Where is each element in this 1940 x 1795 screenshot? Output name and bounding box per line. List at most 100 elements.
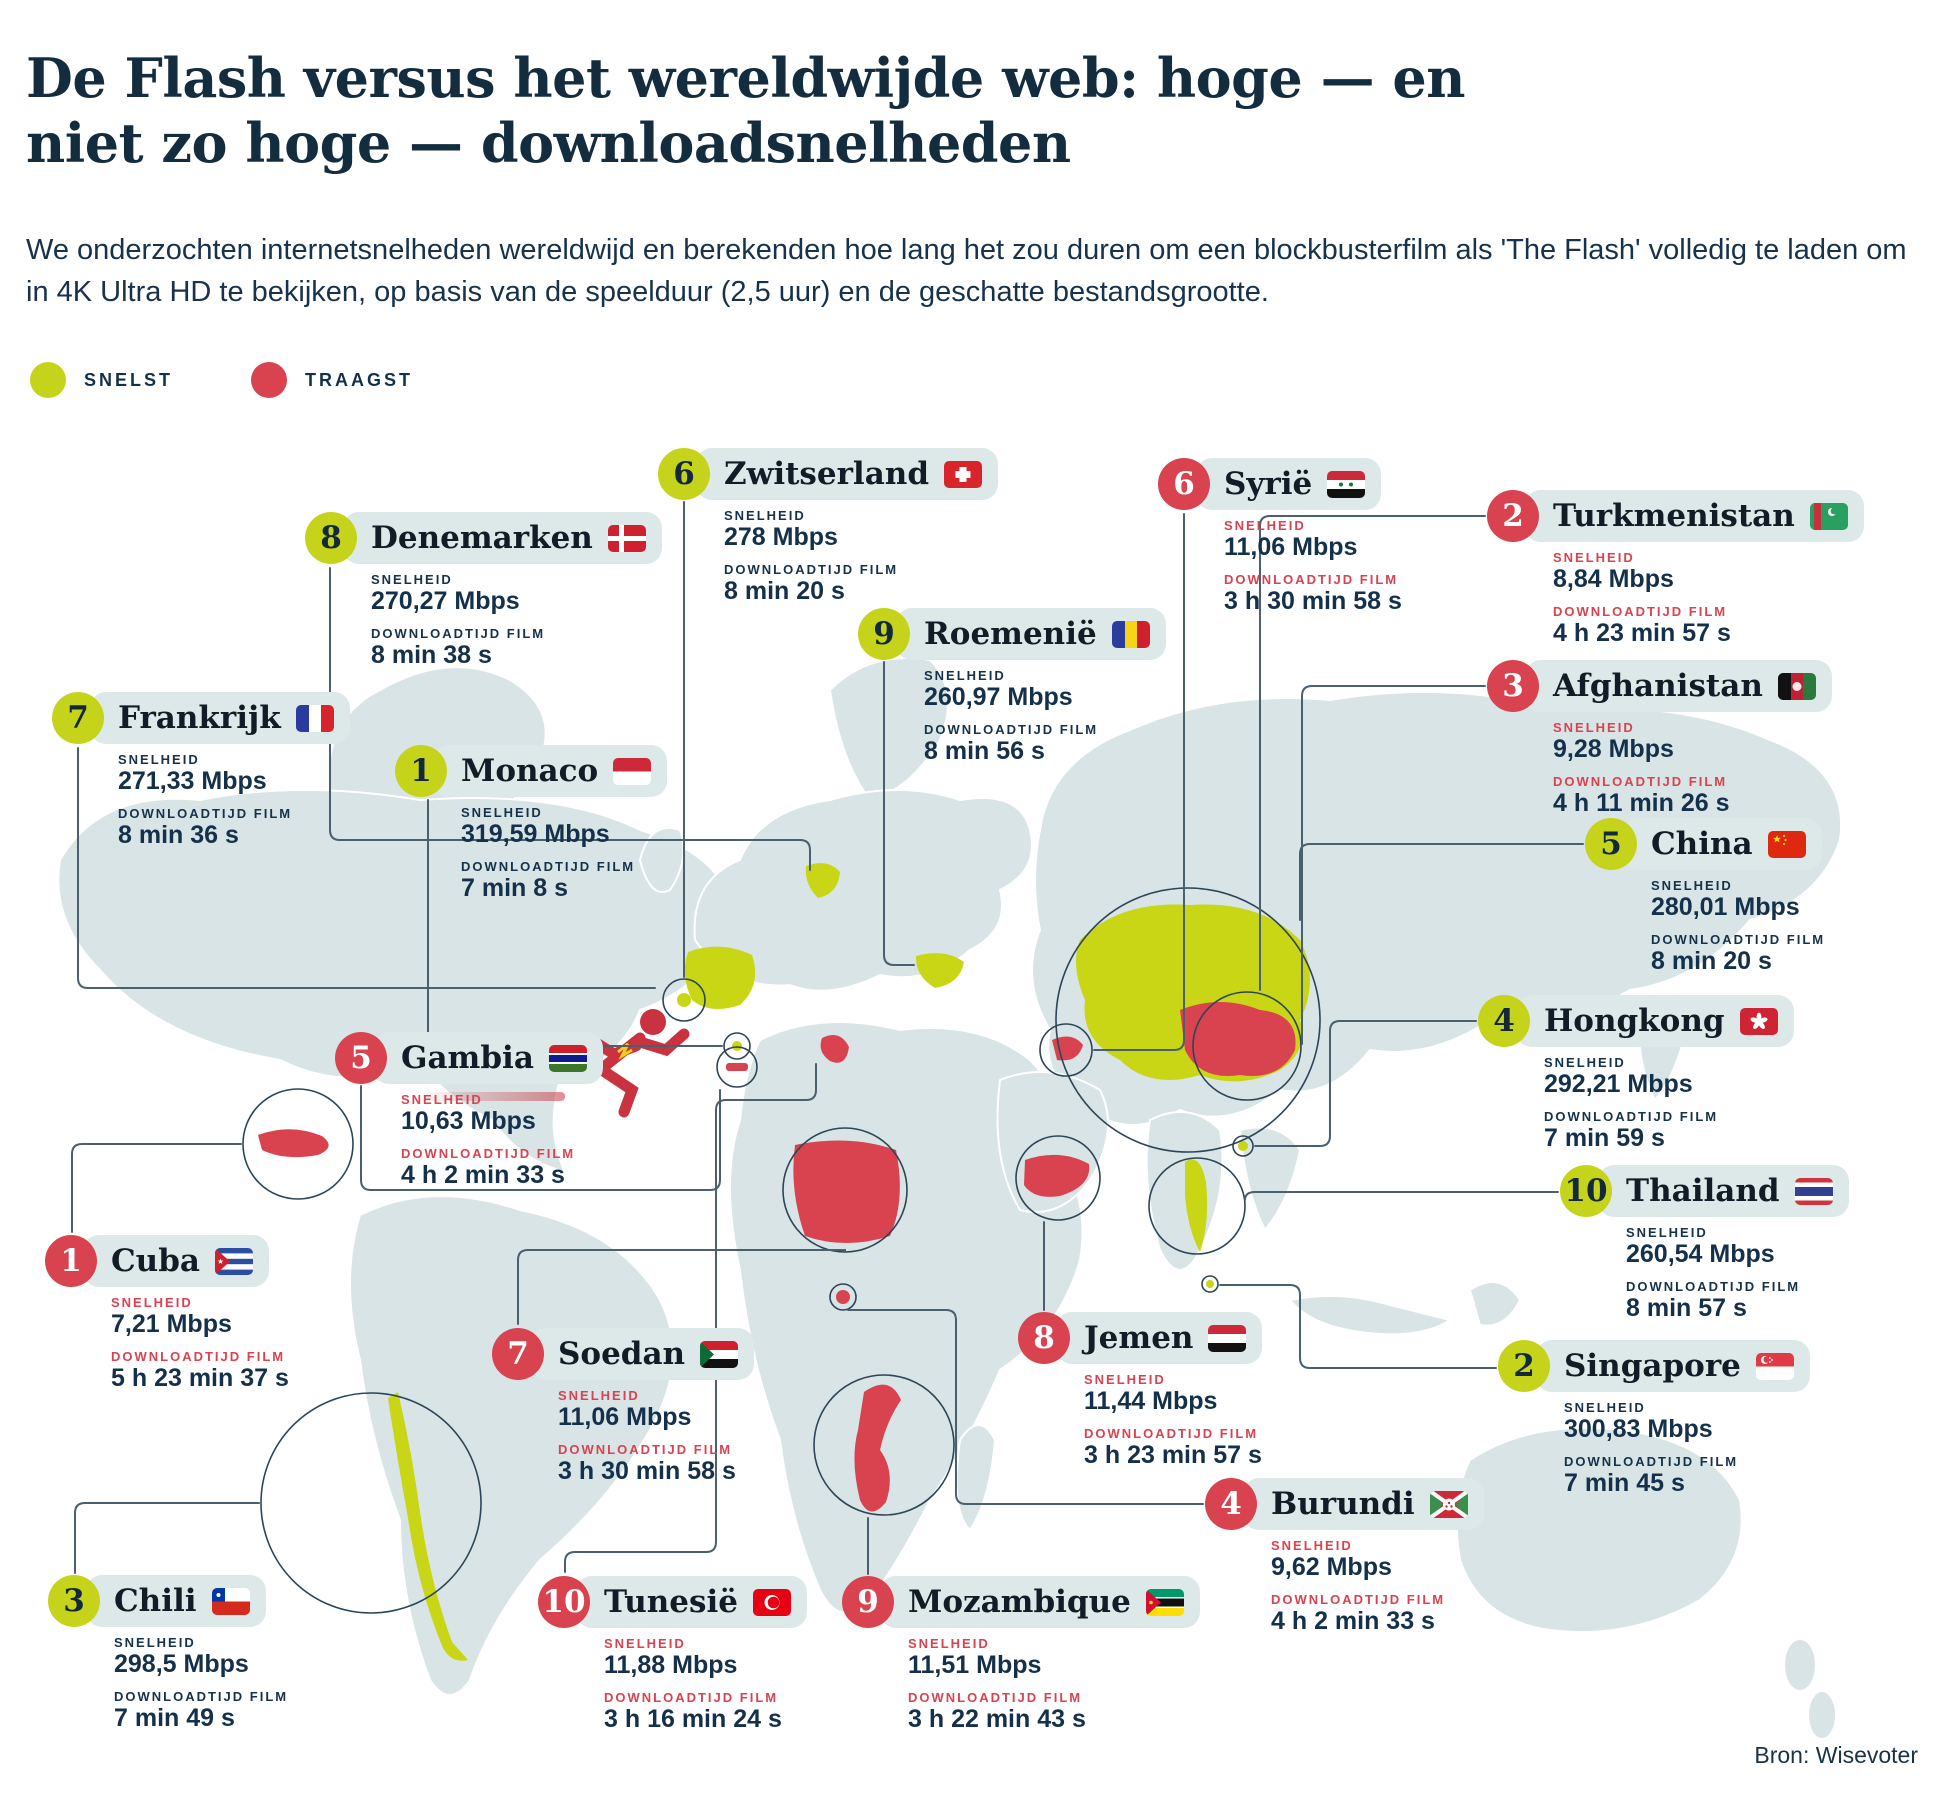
download-label: DOWNLOADTIJD FILM (1651, 931, 1826, 947)
speed-label: SNELHEID (1271, 1538, 1353, 1553)
callout-monaco: 1 Monaco SNELHEID 319,59 Mbps DOWNLOADTI… (395, 745, 668, 903)
callout-soedan: 7 Soedan SNELHEID 11,06 Mbps DOWNLOADTIJ… (492, 1328, 755, 1486)
speed-value: 9,62 Mbps (1271, 1553, 1392, 1581)
country-name: Turkmenistan (1553, 498, 1795, 534)
download-label: DOWNLOADTIJD FILM (1084, 1425, 1259, 1441)
speed-label: SNELHEID (461, 805, 543, 820)
switzerland-flag-icon (944, 460, 982, 488)
callout-zwitserland: 6 Zwitserland SNELHEID 278 Mbps DOWNLOAD… (658, 448, 998, 606)
country-name: Roemenië (924, 616, 1097, 652)
country-name: Soedan (558, 1336, 686, 1372)
speed-value: 271,33 Mbps (118, 767, 267, 795)
speed-value: 300,83 Mbps (1564, 1415, 1713, 1443)
download-label: DOWNLOADTIJD FILM (1564, 1453, 1739, 1469)
country-name: Jemen (1084, 1320, 1194, 1356)
speed-label: SNELHEID (924, 668, 1006, 683)
page-subtitle: We onderzochten internetsnelheden wereld… (26, 234, 1907, 309)
mozambique-flag-icon (1145, 1588, 1184, 1616)
country-name: Zwitserland (724, 456, 929, 492)
speed-value: 11,51 Mbps (908, 1651, 1042, 1679)
country-name: Burundi (1271, 1486, 1415, 1522)
speed-value: 280,01 Mbps (1651, 893, 1800, 921)
yemen-flag-icon (1208, 1324, 1247, 1352)
callout-china: 5 China SNELHEID 280,01 Mbps DOWNLOADTIJ… (1585, 818, 1825, 976)
speed-value: 260,54 Mbps (1626, 1240, 1775, 1268)
rank-badge: 3 (48, 1575, 100, 1627)
rank-badge: 8 (305, 512, 357, 564)
rank-badge: 9 (842, 1576, 894, 1628)
download-label: DOWNLOADTIJD FILM (908, 1689, 1083, 1705)
rank-badge: 10 (1560, 1165, 1612, 1217)
fastest-dot-icon (30, 362, 66, 398)
rank-badge: 7 (492, 1328, 544, 1380)
speed-value: 11,88 Mbps (604, 1651, 738, 1679)
download-label: DOWNLOADTIJD FILM (118, 805, 293, 821)
speed-value: 298,5 Mbps (114, 1650, 249, 1678)
legend-item-fastest: SNELST (30, 362, 173, 398)
download-value: 4 h 2 min 33 s (1271, 1606, 1435, 1635)
download-label: DOWNLOADTIJD FILM (558, 1441, 733, 1457)
callout-turkmenistan: 2 Turkmenistan SNELHEID 8,84 Mbps DOWNLO… (1487, 490, 1864, 648)
country-name: Afghanistan (1553, 668, 1763, 704)
download-label: DOWNLOADTIJD FILM (114, 1688, 289, 1704)
tunisia-flag-icon (752, 1588, 791, 1616)
callout-jemen: 8 Jemen SNELHEID 11,44 Mbps DOWNLOADTIJD… (1018, 1312, 1263, 1470)
download-value: 3 h 23 min 57 s (1084, 1440, 1262, 1469)
callout-singapore: 2 Singapore SNELHEID 300,83 Mbps DOWNLOA… (1498, 1340, 1810, 1498)
callout-mozambique: 9 Mozambique SNELHEID 11,51 Mbps DOWNLOA… (842, 1576, 1200, 1734)
country-name: Hongkong (1544, 1003, 1725, 1039)
speed-label: SNELHEID (118, 752, 200, 767)
speed-value: 319,59 Mbps (461, 820, 610, 848)
country-name: Mozambique (908, 1584, 1131, 1620)
speed-label: SNELHEID (1544, 1055, 1626, 1070)
download-value: 8 min 20 s (724, 576, 845, 605)
callout-cuba: 1 Cuba SNELHEID 7,21 Mbps DOWNLOADTIJD F… (45, 1235, 289, 1393)
chile-flag-icon (211, 1587, 250, 1615)
speed-label: SNELHEID (1651, 878, 1733, 893)
callout-syrie: 6 Syrië SNELHEID 11,06 Mbps DOWNLOADTIJD… (1158, 458, 1402, 616)
speed-label: SNELHEID (1553, 720, 1635, 735)
monaco-flag-icon (613, 757, 652, 785)
rank-badge: 8 (1018, 1312, 1070, 1364)
download-label: DOWNLOADTIJD FILM (724, 561, 899, 577)
download-value: 8 min 36 s (118, 820, 239, 849)
cuba-flag-icon (214, 1247, 253, 1275)
china-flag-icon (1767, 830, 1806, 858)
download-label: DOWNLOADTIJD FILM (924, 721, 1099, 737)
rank-badge: 2 (1487, 490, 1539, 542)
download-value: 7 min 59 s (1544, 1123, 1665, 1152)
speed-value: 278 Mbps (724, 523, 838, 551)
download-value: 7 min 8 s (461, 873, 568, 902)
france-flag-icon (295, 704, 334, 732)
speed-value: 292,21 Mbps (1544, 1070, 1693, 1098)
rank-badge: 1 (45, 1235, 97, 1287)
romania-flag-icon (1111, 620, 1150, 648)
download-label: DOWNLOADTIJD FILM (1626, 1278, 1801, 1294)
country-name: Syrië (1224, 466, 1313, 502)
rank-badge: 7 (52, 692, 104, 744)
burundi-flag-icon (1429, 1490, 1468, 1518)
rank-badge: 3 (1487, 660, 1539, 712)
speed-label: SNELHEID (724, 508, 806, 523)
rank-badge: 6 (658, 448, 710, 500)
callout-hongkong: 4 Hongkong SNELHEID 292,21 Mbps DOWNLOAD… (1478, 995, 1794, 1153)
callout-gambia: 5 Gambia SNELHEID 10,63 Mbps DOWNLOADTIJ… (335, 1032, 603, 1190)
speed-value: 8,84 Mbps (1553, 565, 1674, 593)
denmark-flag-icon (607, 524, 646, 552)
speed-label: SNELHEID (1084, 1372, 1166, 1387)
speed-label: SNELHEID (1553, 550, 1635, 565)
legend-item-slowest: TRAAGST (251, 362, 413, 398)
download-value: 8 min 56 s (924, 736, 1045, 765)
legend-label-fastest: SNELST (84, 369, 174, 390)
rank-badge: 4 (1478, 995, 1530, 1047)
country-name: Monaco (461, 753, 599, 789)
slowest-dot-icon (251, 362, 288, 398)
speed-value: 9,28 Mbps (1553, 735, 1674, 763)
country-name: Frankrijk (118, 700, 281, 736)
speed-value: 10,63 Mbps (401, 1107, 536, 1135)
source-credit: Bron: Wisevoter (1754, 1742, 1918, 1768)
speed-label: SNELHEID (908, 1636, 990, 1651)
download-label: DOWNLOADTIJD FILM (604, 1689, 779, 1705)
rank-badge: 4 (1205, 1478, 1257, 1530)
